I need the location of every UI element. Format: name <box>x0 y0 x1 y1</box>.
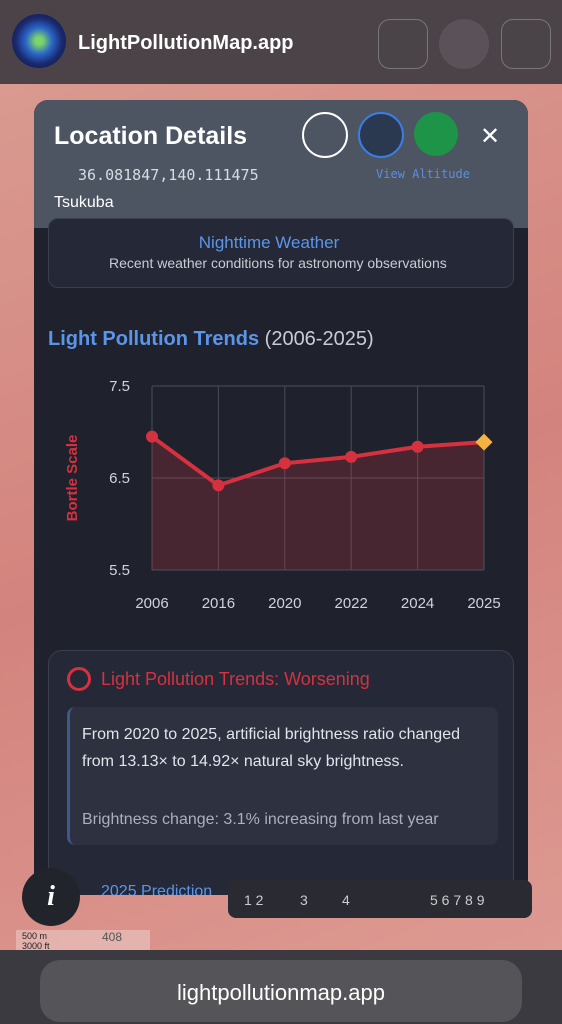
elevation: 408 <box>102 930 123 944</box>
scale-ft: 3000 ft <box>22 941 50 951</box>
url: lightpollutionmap.app <box>177 980 385 1005</box>
point <box>146 430 158 443</box>
page-numbers[interactable]: 1 2 <box>244 892 264 908</box>
browser-bar: lightpollutionmap.app <box>0 950 562 1024</box>
view-altitude[interactable]: View Altitude <box>376 167 470 181</box>
trend-card: Light Pollution Trends: Worsening From 2… <box>48 650 514 895</box>
panel-header: Location Details ✕ 36.081847,140.111475 … <box>34 100 528 228</box>
chart-title: Light Pollution Trends <box>48 328 260 350</box>
trend-change: Brightness change: 3.1% increasing from … <box>82 811 439 828</box>
chart: 2006 2016 2020 2022 2024 2025 5.5 6.5 7.5 Bortle … <box>64 378 501 612</box>
chart-subtitle: (2006-2025) <box>264 328 374 350</box>
x-tick-label: 2020 <box>268 595 301 612</box>
point <box>411 440 424 453</box>
weather-subtitle: Recent weather conditions for astronomy … <box>109 255 447 271</box>
line <box>150 434 485 488</box>
info-button[interactable]: i <box>22 868 80 926</box>
download-button[interactable] <box>414 112 458 156</box>
page-numbers[interactable]: 5 6 7 8 9 <box>430 892 485 908</box>
flag-button[interactable] <box>439 19 489 69</box>
link-button[interactable] <box>378 19 428 69</box>
place: Tsukuba <box>54 194 114 211</box>
trend-box: From 2020 to 2025, artificial brightness… <box>67 707 498 845</box>
page-number[interactable]: 4 <box>342 892 350 908</box>
weather-card[interactable]: Nighttime Weather Recent weather conditi… <box>48 218 514 288</box>
x-tick-label: 2025 <box>467 595 500 612</box>
scale-m: 500 m <box>22 931 48 941</box>
page-number[interactable]: 3 <box>300 892 308 908</box>
panel-title: Location Details <box>54 122 248 150</box>
coordinates: 36.081847,140.111475 <box>78 166 259 184</box>
area <box>152 436 484 570</box>
app-name[interactable]: LightPollutionMap.app <box>78 32 294 54</box>
y-tick-label: 7.5 <box>109 378 130 395</box>
x-tick-label: 2024 <box>401 595 434 612</box>
y-axis-label: Bortle Scale <box>64 435 81 522</box>
point <box>212 479 225 492</box>
y-tick-label: 6.5 <box>109 470 130 487</box>
trend-title: Light Pollution Trends: Worsening <box>101 669 370 689</box>
app-logo[interactable] <box>12 14 66 68</box>
x-tick-label: 2016 <box>202 595 235 612</box>
y-tick-label: 5.5 <box>109 562 130 579</box>
close-button[interactable]: ✕ <box>480 123 501 150</box>
point <box>345 450 358 463</box>
x-tick-label: 2022 <box>335 595 368 612</box>
trend-icon <box>67 667 91 691</box>
panel: Location Details ✕ 36.081847,140.111475 … <box>34 100 528 895</box>
bluesky-button[interactable] <box>358 112 404 158</box>
menu-button[interactable] <box>501 19 551 69</box>
top-bar: LightPollutionMap.app <box>0 0 562 84</box>
url-field[interactable]: lightpollutionmap.app <box>40 960 522 1022</box>
weather-title: Nighttime Weather <box>198 233 340 252</box>
history-button[interactable] <box>302 112 348 158</box>
trend-text: From 2020 to 2025, artificial brightness… <box>82 726 460 770</box>
map-pages: 1 2 3 4 5 6 7 8 9 <box>228 880 532 918</box>
point <box>278 457 291 470</box>
map-scale: 500 m 3000 ft 408 <box>16 930 150 951</box>
prediction[interactable]: 2025 Prediction <box>101 883 213 895</box>
chart-heading: Light Pollution Trends (2006-2025) <box>48 328 374 351</box>
x-tick-label: 2006 <box>135 595 168 612</box>
